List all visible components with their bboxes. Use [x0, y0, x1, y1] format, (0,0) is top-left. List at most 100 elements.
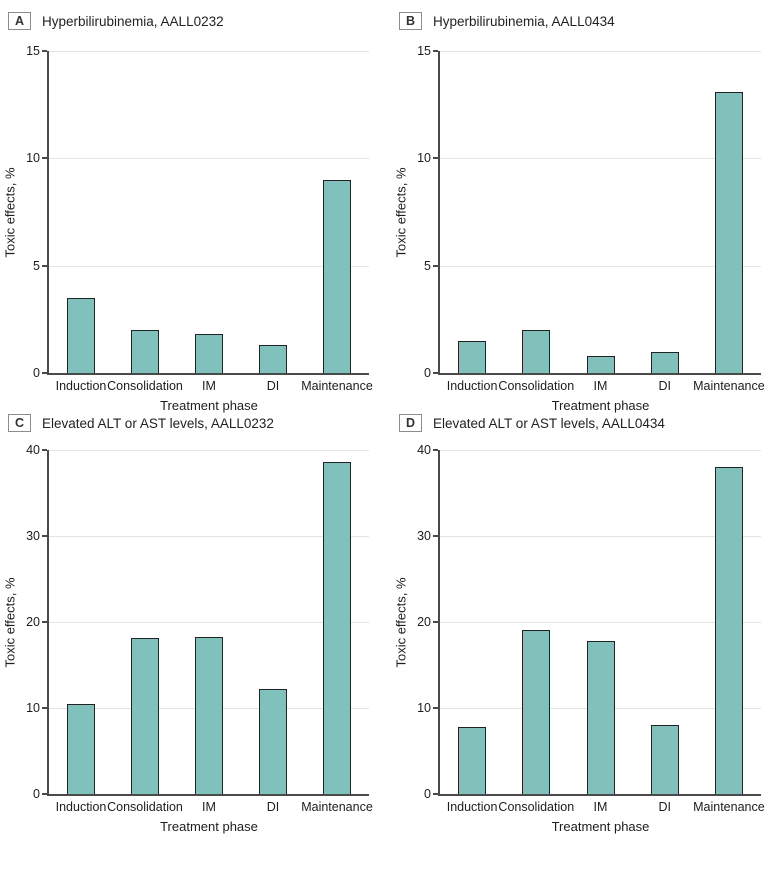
y-tick-label-10: 10: [417, 700, 431, 715]
x-tick-label-di: DI: [266, 379, 280, 393]
panel-d: D Elevated ALT or AST levels, AALL0434 T…: [391, 402, 783, 833]
panel-a-title: Hyperbilirubinemia, AALL0232: [42, 13, 224, 29]
panel-a-letter-badge: A: [8, 11, 31, 31]
bar-consolidation: [131, 330, 159, 373]
gridline-y-5: [440, 265, 761, 267]
y-tick-label-0: 0: [33, 786, 40, 801]
x-tick-label-di: DI: [266, 800, 280, 814]
y-tick-label-15: 15: [417, 43, 431, 58]
y-tick-20: [42, 621, 47, 623]
x-tick-label-im: IM: [202, 379, 216, 393]
bar-induction: [458, 726, 486, 794]
panel-a-header: A Hyperbilirubinemia, AALL0232: [0, 10, 391, 32]
panel-c-title: Elevated ALT or AST levels, AALL0232: [42, 415, 274, 431]
y-tick-label-10: 10: [26, 151, 40, 166]
gridline-y-15: [49, 51, 369, 52]
y-tick-label-5: 5: [424, 258, 431, 273]
panel-a: A Hyperbilirubinemia, AALL0232 Toxic eff…: [0, 0, 391, 412]
y-tick-label-15: 15: [26, 43, 40, 58]
bar-di: [259, 689, 287, 794]
bar-consolidation: [131, 637, 159, 794]
bar-maintenance: [323, 462, 351, 794]
panel-c-y-axis-title-wrap: Toxic effects, %: [2, 450, 18, 794]
bar-consolidation: [522, 330, 550, 373]
panel-a-plot: Toxic effects, % Treatment phase 0 5 10 15 I…: [3, 45, 373, 412]
gridline-y-20: [440, 622, 761, 623]
gridline-y-30: [49, 536, 369, 537]
y-tick-label-0: 0: [424, 365, 431, 380]
y-tick-label-0: 0: [424, 786, 431, 801]
x-tick-label-maintenance: Maintenance: [693, 379, 765, 393]
y-tick-10: [433, 157, 438, 160]
four-panel-bar-figure: A Hyperbilirubinemia, AALL0232 Toxic eff…: [0, 0, 783, 833]
bar-im: [195, 334, 223, 373]
y-tick-0: [433, 372, 438, 374]
x-tick-label-di: DI: [658, 379, 671, 393]
y-tick-20: [433, 621, 438, 623]
gridline-y-15: [440, 51, 761, 52]
panel-b-title: Hyperbilirubinemia, AALL0434: [433, 13, 615, 29]
bar-im: [195, 636, 223, 794]
y-tick-10: [42, 157, 47, 160]
gridline-y-5: [49, 265, 369, 267]
bar-di: [651, 351, 679, 373]
y-tick-label-30: 30: [26, 528, 40, 543]
y-tick-10: [42, 707, 47, 709]
panel-c-plot: Toxic effects, % Treatment phase 0 10 20 30…: [3, 444, 373, 833]
y-tick-30: [42, 535, 47, 537]
panel-d-y-axis-title: Toxic effects, %: [393, 576, 409, 668]
x-tick-label-consolidation: Consolidation: [498, 800, 575, 814]
y-tick-label-40: 40: [26, 442, 40, 457]
y-tick-10: [433, 707, 438, 709]
y-tick-label-40: 40: [417, 442, 431, 457]
panel-b-header: B Hyperbilirubinemia, AALL0434: [391, 10, 783, 32]
panel-d-letter-badge: D: [399, 413, 422, 433]
y-tick-0: [42, 793, 47, 795]
y-tick-label-5: 5: [33, 258, 40, 273]
panel-d-header: D Elevated ALT or AST levels, AALL0434: [391, 412, 783, 434]
bar-di: [259, 345, 287, 373]
x-tick-label-induction: Induction: [446, 800, 498, 814]
x-tick-label-im: IM: [593, 800, 608, 814]
panel-b-y-axis-title: Toxic effects, %: [393, 166, 409, 258]
panel-c-header: C Elevated ALT or AST levels, AALL0232: [0, 412, 391, 434]
y-tick-15: [433, 50, 438, 52]
y-tick-label-10: 10: [26, 700, 40, 715]
y-tick-label-10: 10: [417, 151, 431, 166]
x-tick-label-consolidation: Consolidation: [107, 379, 183, 393]
gridline-y-40: [440, 450, 761, 451]
panel-c-letter-badge: C: [8, 413, 31, 433]
y-tick-40: [42, 449, 47, 451]
panel-b-x-axis-title: Treatment phase: [551, 398, 650, 413]
x-tick-label-consolidation: Consolidation: [498, 379, 575, 393]
y-tick-30: [433, 535, 438, 537]
panel-d-x-axis-title: Treatment phase: [551, 819, 650, 834]
y-tick-5: [42, 264, 47, 267]
x-tick-label-maintenance: Maintenance: [301, 800, 373, 814]
gridline-y-40: [49, 450, 369, 451]
y-tick-40: [433, 449, 438, 451]
bar-maintenance: [715, 91, 743, 373]
panel-d-title: Elevated ALT or AST levels, AALL0434: [433, 415, 665, 431]
y-tick-0: [433, 793, 438, 795]
panel-d-plot: Toxic effects, % Treatment phase 0 10 20 30…: [394, 444, 765, 833]
gridline-y-30: [440, 536, 761, 537]
bar-im: [587, 355, 615, 373]
panel-a-y-axis-title-wrap: Toxic effects, %: [2, 51, 18, 373]
bar-di: [651, 725, 679, 794]
x-tick-label-induction: Induction: [55, 379, 107, 393]
panel-a-y-axis-title: Toxic effects, %: [2, 166, 18, 258]
panel-b: B Hyperbilirubinemia, AALL0434 Toxic eff…: [391, 0, 783, 412]
y-tick-label-20: 20: [26, 614, 40, 629]
y-tick-0: [42, 372, 47, 374]
x-tick-label-induction: Induction: [446, 379, 498, 393]
bar-im: [587, 640, 615, 794]
bar-induction: [67, 703, 95, 794]
panel-c-x-axis-title: Treatment phase: [160, 819, 258, 834]
y-tick-5: [433, 264, 438, 267]
bar-consolidation: [522, 629, 550, 794]
panel-b-letter-badge: B: [399, 11, 422, 31]
x-tick-label-maintenance: Maintenance: [693, 800, 765, 814]
gridline-y-10: [440, 158, 761, 160]
